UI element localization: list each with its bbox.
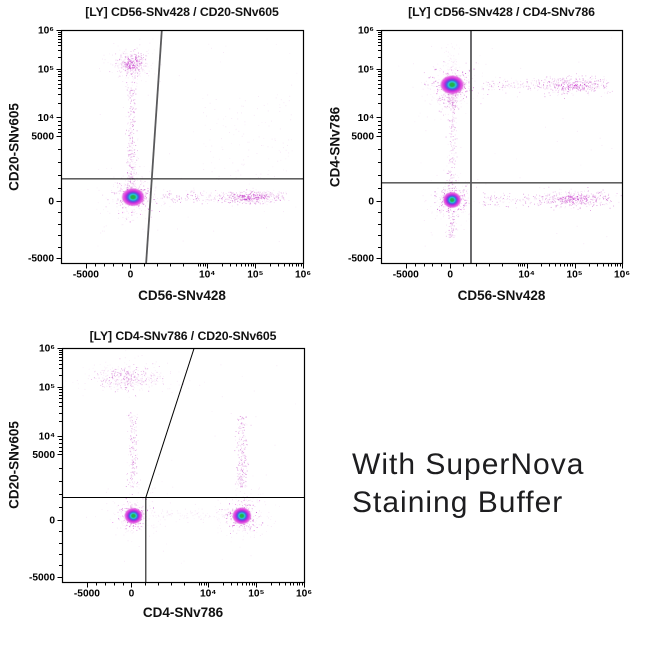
- svg-text:0: 0: [48, 197, 54, 208]
- plot-title: [LY] CD4-SNv786 / CD20-SNv605: [89, 329, 277, 343]
- svg-text:-5000: -5000: [348, 253, 374, 264]
- svg-text:10⁵: 10⁵: [358, 65, 374, 76]
- svg-text:-5000: -5000: [393, 270, 419, 281]
- svg-text:-5000: -5000: [73, 270, 99, 281]
- x-axis-label: CD4-SNv786: [142, 605, 224, 620]
- svg-text:0: 0: [128, 270, 134, 281]
- plot-title: [LY] CD56-SNv428 / CD4-SNv786: [408, 5, 595, 19]
- flow-plot-cd56-vs-cd20: [LY] CD56-SNv428 / CD20-SNv605 CD20-SNv6…: [0, 0, 324, 316]
- svg-text:10⁵: 10⁵: [39, 383, 55, 394]
- svg-text:10⁴: 10⁴: [518, 270, 534, 281]
- plot-title: [LY] CD56-SNv428 / CD20-SNv605: [85, 5, 279, 19]
- svg-text:10⁶: 10⁶: [39, 344, 55, 355]
- svg-text:5000: 5000: [31, 132, 54, 143]
- flow-plot-cd4-vs-cd20: [LY] CD4-SNv786 / CD20-SNv605 CD20-SNv60…: [0, 324, 324, 648]
- svg-text:10⁴: 10⁴: [39, 431, 55, 442]
- svg-text:10⁵: 10⁵: [38, 65, 54, 76]
- svg-text:0: 0: [49, 515, 55, 526]
- svg-text:-5000: -5000: [74, 589, 100, 600]
- svg-text:10⁶: 10⁶: [295, 270, 311, 281]
- svg-text:5000: 5000: [32, 450, 55, 461]
- svg-text:5000: 5000: [351, 132, 374, 143]
- svg-text:0: 0: [368, 197, 374, 208]
- svg-text:10⁴: 10⁴: [200, 589, 216, 600]
- scatter-canvas: [61, 30, 303, 263]
- svg-text:10⁵: 10⁵: [566, 270, 582, 281]
- x-axis-label: CD56-SNv428: [138, 288, 226, 303]
- svg-text:10⁴: 10⁴: [38, 113, 54, 124]
- svg-text:10⁴: 10⁴: [358, 113, 374, 124]
- scatter-canvas: [381, 30, 622, 263]
- svg-text:10⁵: 10⁵: [248, 589, 264, 600]
- svg-text:10⁶: 10⁶: [296, 589, 312, 600]
- svg-text:10⁶: 10⁶: [38, 26, 54, 37]
- svg-text:-5000: -5000: [28, 253, 54, 264]
- svg-text:10⁶: 10⁶: [614, 270, 630, 281]
- caption: With SuperNova Staining Buffer: [352, 446, 584, 522]
- svg-text:10⁴: 10⁴: [199, 270, 215, 281]
- flow-plot-cd56-vs-cd4: [LY] CD56-SNv428 / CD4-SNv786 CD4-SNv786…: [324, 0, 648, 316]
- caption-line-2: Staining Buffer: [352, 486, 564, 519]
- x-axis-label: CD56-SNv428: [457, 288, 546, 303]
- svg-text:0: 0: [447, 270, 453, 281]
- svg-text:10⁵: 10⁵: [247, 270, 263, 281]
- plot-axes: -5000 0 5000 10⁴ 10⁵ 10⁶ -5000 0 10⁴ 10⁵ 10⁶: [348, 26, 630, 281]
- plot-axes: -5000 0 5000 10⁴ 10⁵ 10⁶ -5000 0 10⁴ 10⁵ 10⁶: [28, 26, 311, 281]
- svg-text:0: 0: [129, 589, 135, 600]
- caption-line-1: With SuperNova: [352, 448, 585, 481]
- svg-text:-5000: -5000: [29, 572, 55, 583]
- plot-axes: -5000 0 5000 10⁴ 10⁵ 10⁶ -5000 0 10⁴ 10⁵ 10⁶: [29, 344, 312, 600]
- scatter-canvas: [62, 348, 304, 582]
- svg-text:10⁶: 10⁶: [358, 26, 374, 37]
